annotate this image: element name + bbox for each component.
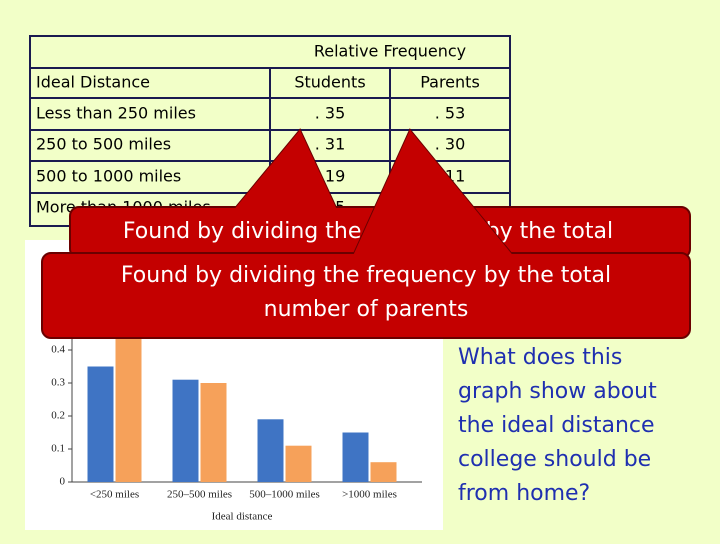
callout-text: number of parents bbox=[264, 297, 469, 322]
y-tick-label: 0.2 bbox=[51, 410, 65, 422]
table-cell: Less than 250 miles bbox=[36, 104, 196, 123]
x-tick-label: 500–1000 miles bbox=[249, 489, 320, 501]
x-tick-label: 250–500 miles bbox=[167, 489, 232, 501]
table-cell: . 30 bbox=[435, 135, 466, 154]
question-line: the ideal distance bbox=[458, 413, 655, 438]
x-axis-label: Ideal distance bbox=[212, 511, 273, 523]
bar bbox=[370, 462, 397, 482]
question-line: from home? bbox=[458, 481, 590, 506]
callout-pointer-fill bbox=[352, 130, 515, 258]
bar bbox=[285, 445, 312, 482]
bar bbox=[172, 379, 199, 482]
bar bbox=[200, 383, 227, 482]
callout-pointer-fill bbox=[232, 130, 338, 212]
column-header: Ideal Distance bbox=[36, 73, 150, 92]
table-cell: . 35 bbox=[315, 104, 346, 123]
table-cell: . 53 bbox=[435, 104, 466, 123]
table-cell: 250 to 500 miles bbox=[36, 135, 171, 154]
column-header: Parents bbox=[420, 73, 480, 92]
question: What does this graph show about the ideal … bbox=[458, 345, 657, 506]
y-tick-label: 0.3 bbox=[51, 377, 65, 389]
x-tick-label: <250 miles bbox=[90, 489, 139, 501]
callout-text: Found by dividing the frequency by the t… bbox=[121, 263, 611, 288]
table-cell: . 31 bbox=[315, 135, 346, 154]
group-header: Relative Frequency bbox=[314, 42, 466, 61]
x-tick-label: >1000 miles bbox=[342, 489, 397, 501]
question-line: What does this bbox=[458, 345, 622, 370]
question-line: college should be bbox=[458, 447, 651, 472]
y-tick-label: 0 bbox=[60, 476, 66, 488]
bar bbox=[342, 432, 369, 482]
question-line: graph show about bbox=[458, 379, 657, 404]
bar bbox=[87, 366, 114, 482]
column-header: Students bbox=[294, 73, 365, 92]
y-tick-label: 0.4 bbox=[51, 344, 65, 356]
callout: Found by dividing the frequency by the t… bbox=[41, 128, 691, 339]
bar bbox=[257, 419, 284, 482]
table-cell: 500 to 1000 miles bbox=[36, 167, 181, 186]
y-tick-label: 0.1 bbox=[51, 443, 65, 455]
